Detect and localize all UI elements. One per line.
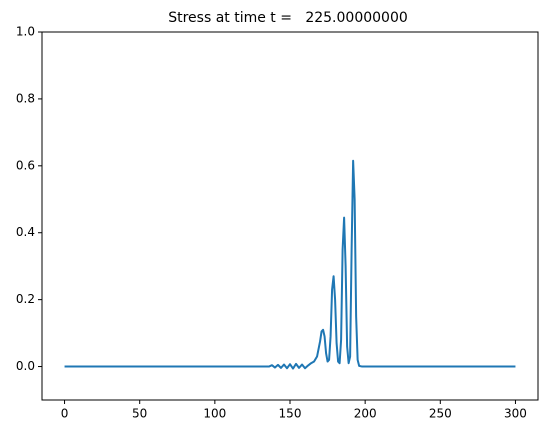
x-tick-label: 250 bbox=[429, 407, 452, 421]
x-tick-label: 50 bbox=[132, 407, 147, 421]
x-tick-label: 150 bbox=[279, 407, 302, 421]
y-tick-label: 0.8 bbox=[16, 91, 35, 105]
line-series bbox=[64, 159, 516, 370]
y-tick-label: 0.4 bbox=[16, 225, 35, 239]
y-tick-label: 1.0 bbox=[16, 25, 35, 39]
y-tick-label: 0.0 bbox=[16, 359, 35, 373]
x-tick-label: 0 bbox=[61, 407, 69, 421]
y-tick-label: 0.6 bbox=[16, 158, 35, 172]
x-tick-label: 200 bbox=[354, 407, 377, 421]
y-tick-label: 0.2 bbox=[16, 292, 35, 306]
axes-frame bbox=[41, 31, 539, 401]
x-tick-label: 300 bbox=[504, 407, 527, 421]
chart-title: Stress at time t = 225.00000000 bbox=[168, 10, 408, 26]
x-tick-label: 100 bbox=[203, 407, 226, 421]
